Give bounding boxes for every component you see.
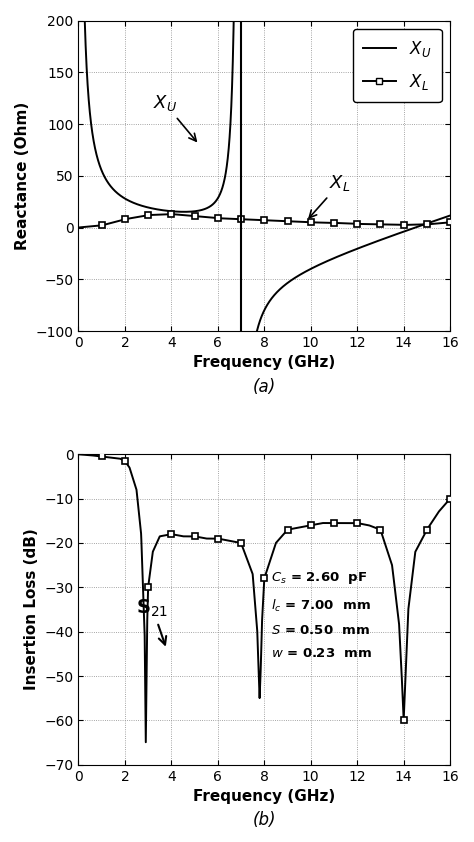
- X-axis label: Frequency (GHz): Frequency (GHz): [193, 789, 336, 804]
- Text: (a): (a): [253, 377, 276, 396]
- Text: $C_s$ = 2.60  pF
$l_c$ = 7.00  mm
$S$ = 0.50  mm
$w$ = 0.23  mm: $C_s$ = 2.60 pF $l_c$ = 7.00 mm $S$ = 0.…: [271, 569, 372, 660]
- Text: $X_L$: $X_L$: [309, 173, 351, 218]
- Legend: $X_U$, $X_L$: $X_U$, $X_L$: [353, 29, 442, 102]
- Y-axis label: Reactance (Ohm): Reactance (Ohm): [15, 102, 30, 250]
- Text: (b): (b): [253, 812, 276, 829]
- Text: $X_U$: $X_U$: [153, 93, 196, 141]
- Text: $\mathbf{S}_{21}$: $\mathbf{S}_{21}$: [137, 598, 169, 645]
- Y-axis label: Insertion Loss (dB): Insertion Loss (dB): [24, 529, 39, 690]
- X-axis label: Frequency (GHz): Frequency (GHz): [193, 355, 336, 370]
